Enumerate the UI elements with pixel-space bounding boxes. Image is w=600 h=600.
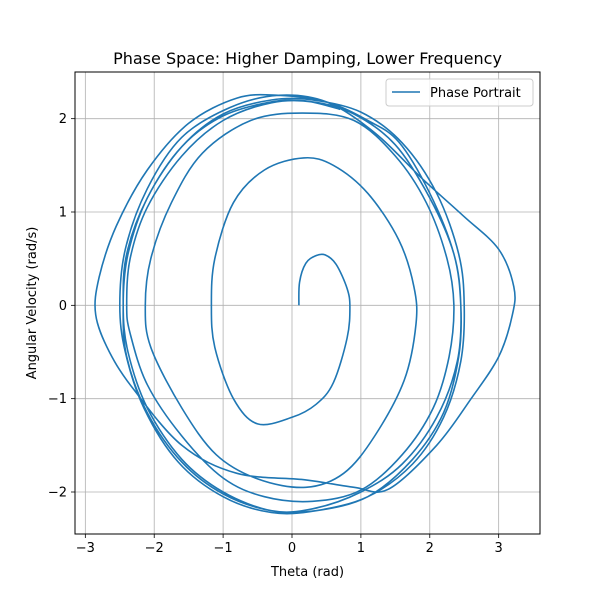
grid-lines — [75, 72, 540, 534]
legend-label-phase-portrait: Phase Portrait — [430, 86, 521, 101]
y-tick-label: −2 — [48, 486, 67, 501]
y-axis-ticks: −2 −1 0 1 2 — [48, 112, 75, 501]
x-tick-label: −2 — [145, 541, 164, 556]
legend: Phase Portrait — [385, 78, 534, 107]
x-tick-label: −1 — [214, 541, 233, 556]
y-axis-label: Angular Velocity (rad/s) — [25, 227, 40, 380]
series-line-phase-portrait — [94, 93, 516, 515]
x-tick-label: −3 — [76, 541, 95, 556]
chart-title: Phase Space: Higher Damping, Lower Frequ… — [113, 49, 502, 68]
x-axis-label: Theta (rad) — [270, 565, 344, 580]
y-tick-label: 1 — [59, 206, 67, 221]
x-tick-label: 2 — [426, 541, 434, 556]
y-tick-label: 2 — [59, 112, 67, 127]
y-tick-label: 0 — [59, 299, 67, 314]
x-axis-ticks: −3 −2 −1 0 1 2 3 — [76, 534, 503, 556]
x-tick-label: 3 — [495, 541, 503, 556]
x-tick-label: 1 — [357, 541, 365, 556]
y-tick-label: −1 — [48, 392, 67, 407]
legend-box — [385, 78, 534, 107]
plot-frame — [74, 71, 541, 535]
series-layer — [94, 93, 516, 515]
x-tick-label: 0 — [288, 541, 296, 556]
